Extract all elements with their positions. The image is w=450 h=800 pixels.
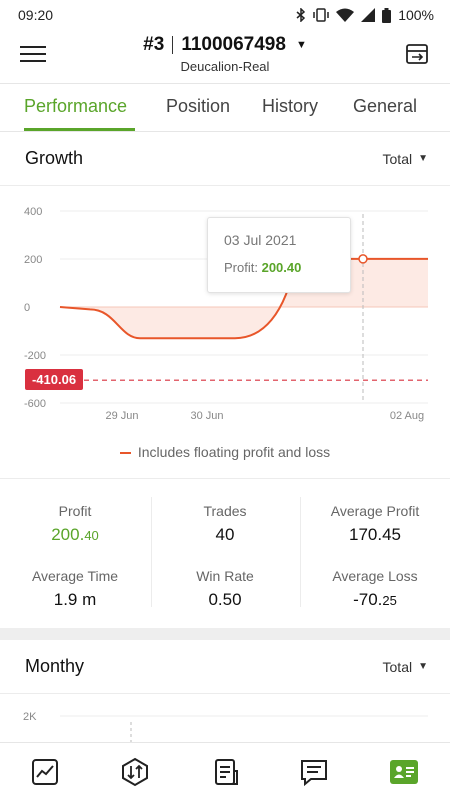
chart-legend: Includes floating profit and loss	[0, 444, 450, 460]
tab-general[interactable]: General	[353, 96, 418, 116]
stat-average-time-value: 1.9 m	[53, 590, 97, 609]
message-icon[interactable]	[299, 757, 329, 787]
chart-icon[interactable]	[30, 757, 60, 787]
stat-profit-label: Profit	[58, 503, 92, 519]
stat-average-time-label: Average Time	[31, 568, 119, 584]
account-selector[interactable]: #3 1100067498 ▼ Deucalion-Real	[0, 34, 450, 74]
stat-average-profit-value: 170.45	[349, 525, 401, 544]
account-title: #3 1100067498 ▼	[0, 34, 450, 56]
stat-average-loss-label: Average Loss	[332, 568, 418, 584]
growth-filter[interactable]: Total ▼	[383, 151, 428, 167]
x-tick-label: 29 Jun	[105, 410, 138, 422]
bluetooth-icon	[296, 8, 306, 22]
tab-history[interactable]: History	[262, 96, 319, 116]
stat-average-time: Average Time 1.9 m	[0, 568, 150, 610]
stats-panel: Profit 200.40 Trades 40 Average Profit 1…	[0, 478, 450, 628]
stat-divider	[300, 497, 301, 607]
y-tick-label: -200	[24, 350, 46, 362]
threshold-badge: -410.06	[25, 369, 83, 390]
section-divider	[0, 628, 450, 640]
monthly-title: Monthy	[25, 656, 85, 676]
x-tick-label: 30 Jun	[190, 410, 223, 422]
stat-win-rate-value: 0.50	[208, 590, 242, 609]
stat-trades: Trades 40	[150, 503, 300, 545]
stat-win-rate: Win Rate 0.50	[150, 568, 300, 610]
trade-icon[interactable]	[120, 757, 150, 787]
tab-position[interactable]: Position	[166, 96, 231, 116]
monthly-y-tick: 2K	[23, 711, 37, 723]
stat-profit: Profit 200.40	[0, 503, 150, 545]
signal-icon	[361, 8, 376, 22]
stat-divider	[151, 497, 152, 607]
caret-down-icon: ▼	[418, 661, 428, 672]
growth-filter-label: Total	[382, 150, 413, 167]
y-tick-label: 0	[24, 302, 30, 314]
chart-tooltip: 03 Jul 2021 Profit: 200.40	[207, 217, 351, 293]
y-tick-label: -600	[24, 398, 46, 410]
threshold-label: -410.06	[31, 372, 77, 387]
stat-average-profit-label: Average Profit	[330, 503, 420, 519]
tooltip-profit-label: Profit:	[224, 260, 258, 275]
account-number: #3	[143, 34, 165, 55]
status-icons: 100%	[296, 7, 434, 23]
growth-title: Growth	[25, 148, 84, 168]
stat-profit-value: 200.40	[0, 525, 150, 545]
legend-swatch	[119, 452, 131, 455]
highlight-point	[358, 254, 368, 264]
battery-percent: 100%	[398, 7, 434, 23]
vibrate-icon	[313, 8, 329, 22]
stat-average-loss-int: -70.	[353, 590, 383, 609]
y-tick-label: 400	[24, 206, 42, 218]
legend-text: Includes floating profit and loss	[137, 444, 331, 460]
stat-trades-label: Trades	[203, 503, 247, 519]
document-icon[interactable]	[211, 757, 241, 787]
monthly-filter-label: Total	[382, 658, 413, 675]
stat-trades-value: 40	[215, 525, 235, 544]
monthly-filter[interactable]: Total ▼	[383, 659, 428, 675]
stat-average-profit: Average Profit 170.45	[300, 503, 450, 545]
app-bar: #3 1100067498 ▼ Deucalion-Real	[0, 30, 450, 84]
tooltip-profit: Profit: 200.40	[224, 260, 334, 275]
stat-average-loss-value: -70.25	[300, 590, 450, 610]
active-tab-indicator	[24, 128, 135, 131]
stat-profit-dec: 40	[84, 528, 99, 543]
growth-header: Growth Total ▼	[0, 132, 450, 186]
status-bar: 09:20 100%	[0, 0, 450, 30]
y-tick-label: 200	[24, 254, 42, 266]
tab-bar: Performance Position History General	[0, 84, 450, 132]
account-id: 1100067498	[181, 34, 286, 55]
bottom-nav	[0, 742, 450, 800]
monthly-header: Monthy Total ▼	[0, 640, 450, 694]
caret-down-icon: ▼	[418, 153, 428, 164]
monthly-chart-svg: 2K	[23, 711, 428, 742]
tab-performance[interactable]: Performance	[24, 96, 128, 116]
battery-icon	[382, 7, 392, 23]
x-tick-label: 02 Aug	[390, 410, 424, 422]
stat-average-loss-dec: 25	[382, 593, 397, 608]
stat-win-rate-label: Win Rate	[196, 568, 254, 584]
account-name: Deucalion-Real	[180, 59, 270, 74]
stat-profit-int: 200.	[51, 525, 85, 544]
growth-chart[interactable]: 400 200 0 -200 -600 29 Jun 30 Jun 02 Aug 03 Jul…	[0, 186, 450, 476]
menu-icon[interactable]	[20, 42, 46, 66]
stat-average-loss: Average Loss -70.25	[300, 568, 450, 610]
switch-account-icon[interactable]	[404, 42, 430, 66]
caret-down-icon: ▼	[295, 39, 307, 51]
tooltip-profit-value: 200.40	[261, 260, 302, 275]
wifi-icon	[336, 8, 355, 22]
account-separator	[172, 36, 174, 54]
account-card-icon[interactable]	[389, 757, 419, 787]
status-time: 09:20	[18, 7, 54, 23]
monthly-chart[interactable]: 2K	[0, 694, 450, 742]
tooltip-date: 03 Jul 2021	[224, 232, 297, 248]
